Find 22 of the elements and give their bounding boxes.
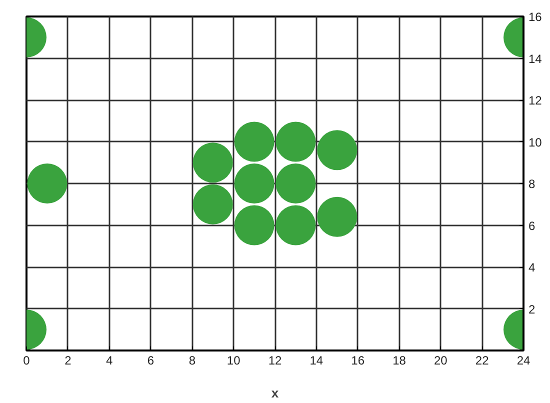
y-tick-label: 12 — [528, 94, 542, 108]
x-tick-label: 12 — [268, 354, 282, 368]
x-tick-label: 24 — [516, 354, 530, 368]
y-tick-label: 4 — [528, 260, 536, 274]
x-tick-label: 14 — [310, 354, 324, 368]
x-tick-label: 8 — [188, 354, 196, 368]
x-tick-label: 10 — [226, 354, 241, 368]
y-tick-label: 14 — [528, 52, 542, 66]
x-tick-label: 0 — [23, 354, 30, 368]
x-tick-label: 20 — [434, 354, 448, 368]
x-tick-label: 4 — [106, 354, 113, 368]
x-tick-label: 16 — [351, 354, 365, 368]
y-tick-label: 6 — [528, 218, 536, 233]
y-tick-label: 10 — [528, 135, 542, 150]
y-tick-label: 2 — [528, 302, 536, 316]
y-tick-label: 16 — [528, 10, 542, 24]
x-tick-label: 22 — [475, 354, 490, 368]
x-tick-label: 18 — [392, 354, 406, 368]
x-axis-title: x — [271, 386, 280, 400]
x-tick-label: 6 — [147, 354, 154, 368]
y-tick-label: 8 — [528, 177, 536, 191]
x-tick-label: 2 — [64, 354, 72, 368]
